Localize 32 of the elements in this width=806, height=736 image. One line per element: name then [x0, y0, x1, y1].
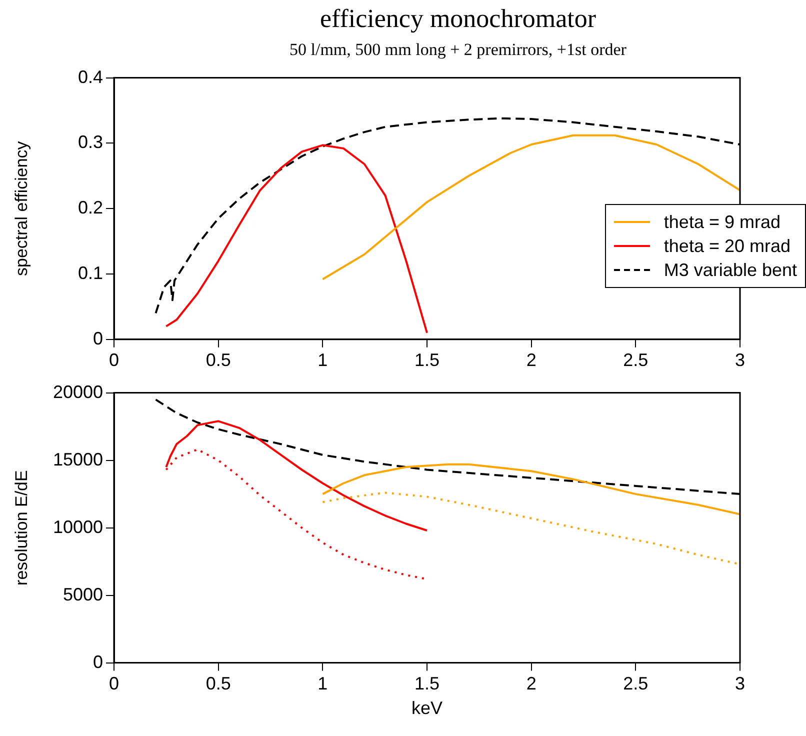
x-tick-label: 2: [526, 674, 536, 694]
y-tick-label: 10000: [52, 516, 103, 537]
x-tick-label: 2: [526, 350, 536, 370]
chart-subtitle: 50 l/mm, 500 mm long + 2 premirrors, +1st order: [288, 40, 628, 60]
x-tick-label: 2.5: [623, 674, 648, 694]
x-tick-label: 0.5: [206, 350, 231, 370]
y-tick-label: 20000: [52, 382, 103, 402]
x-tick-label: 3: [734, 350, 746, 370]
x-axis-title: keV: [411, 698, 443, 718]
y-tick-label: 0.2: [78, 198, 103, 218]
x-tick-label: 2.5: [623, 350, 648, 370]
x-tick-label: 1.5: [414, 350, 440, 370]
y-tick-label: 0: [92, 652, 103, 672]
x-tick-label: 3: [734, 674, 746, 694]
y-tick-label: 15000: [52, 449, 103, 470]
x-tick-label: 1: [318, 674, 328, 694]
chart-title: efficiency monochromator: [318, 4, 598, 34]
y-tick-label: 0: [92, 328, 103, 348]
legend-label: M3 variable bent: [664, 260, 797, 280]
legend-label: theta = 20 mrad: [664, 236, 791, 256]
y-tick-label: 0.4: [78, 66, 103, 87]
x-tick-label: 0.5: [206, 674, 231, 694]
x-tick-label: 1.5: [414, 674, 440, 694]
y-tick-label: 0.3: [78, 132, 103, 152]
x-tick-label: 1: [318, 350, 328, 370]
x-tick-label: 0: [108, 350, 120, 370]
legend-label: theta = 9 mrad: [664, 212, 780, 232]
y-axis-title: spectral efficiency: [12, 140, 31, 276]
x-tick-label: 0: [108, 674, 120, 694]
y-tick-label: 5000: [62, 584, 103, 604]
y-axis-title: resolution E/dE: [12, 470, 31, 586]
y-tick-label: 0.1: [78, 262, 103, 283]
